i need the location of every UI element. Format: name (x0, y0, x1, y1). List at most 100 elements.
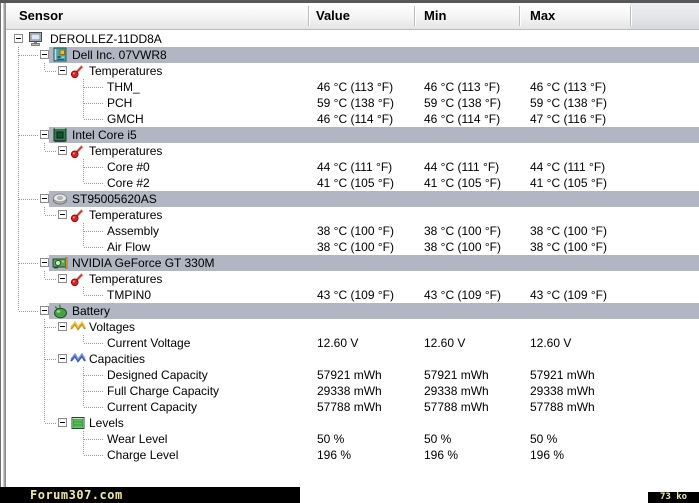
tree-row-label[interactable]: DEROLLEZ-11DD8A (50, 32, 162, 46)
tree-row: THM_ 46 °C (113 °F) 46 °C (113 °F) 46 °C (1… (0, 79, 699, 95)
minus-glyph (60, 326, 65, 327)
minus-glyph (42, 198, 47, 199)
tree-connector-vertical (83, 399, 84, 407)
column-header-max[interactable]: Max (530, 8, 556, 23)
expand-collapse-box[interactable] (58, 66, 67, 75)
expand-collapse-box[interactable] (58, 146, 67, 155)
tree-connector-vertical (18, 47, 19, 63)
value-cell: 50 % (317, 432, 345, 446)
tree-row-label[interactable]: Wear Level (107, 432, 168, 446)
tree-rail (18, 95, 19, 111)
tree-rail (18, 271, 19, 287)
tree-row: Battery (0, 303, 699, 319)
expand-collapse-box[interactable] (58, 274, 67, 283)
tree-row-label[interactable]: NVIDIA GeForce GT 330M (72, 256, 215, 270)
expand-collapse-box[interactable] (58, 354, 67, 363)
tree-row: Levels (0, 415, 699, 431)
value-cell: 38 °C (100 °F) (317, 240, 394, 254)
tree-connector-horizontal (84, 439, 103, 440)
tree-row-label[interactable]: Designed Capacity (107, 368, 208, 382)
row-highlight (49, 303, 699, 319)
tree-row-label[interactable]: Core #0 (107, 160, 150, 174)
tree-row-label[interactable]: ST95005620AS (72, 192, 157, 206)
tree-row: Wear Level 50 % 50 % 50 % (0, 431, 699, 447)
max-cell: 12.60 V (530, 336, 572, 350)
tree-row-label[interactable]: Temperatures (89, 64, 163, 78)
tree-row-label[interactable]: Air Flow (107, 240, 151, 254)
tree-row-label[interactable]: Levels (89, 416, 124, 430)
tree-row: Assembly 38 °C (100 °F) 38 °C (100 °F) 38 °… (0, 223, 699, 239)
expand-collapse-box[interactable] (40, 130, 49, 139)
expand-collapse-box[interactable] (58, 322, 67, 331)
column-separator[interactable] (414, 6, 415, 26)
min-cell: 46 °C (114 °F) (424, 112, 501, 126)
max-cell: 59 °C (138 °F) (530, 96, 607, 110)
value-cell: 59 °C (138 °F) (317, 96, 394, 110)
tree-connector-vertical (18, 303, 19, 311)
tree-connector-horizontal (19, 311, 38, 312)
voltage-yellow-icon (70, 319, 86, 335)
tree-connector-horizontal (84, 119, 103, 120)
tree-row-label[interactable]: THM_ (107, 80, 140, 94)
tree-row-label[interactable]: Temperatures (89, 208, 163, 222)
row-highlight (49, 255, 699, 271)
tree-row-label[interactable]: Battery (72, 304, 111, 318)
tree-row-label[interactable]: Full Charge Capacity (107, 384, 220, 398)
minus-glyph (60, 278, 65, 279)
expand-collapse-box[interactable] (40, 306, 49, 315)
tree-rail (44, 335, 45, 351)
tree-connector-vertical (83, 95, 84, 111)
tree-row-label[interactable]: Core #2 (107, 176, 150, 190)
tree-row-label[interactable]: Dell Inc. 07VWR8 (72, 48, 167, 62)
column-separator[interactable] (630, 6, 631, 26)
tree-rail (18, 79, 19, 95)
tree-connector-vertical (83, 335, 84, 343)
levels-icon (70, 415, 86, 431)
expand-collapse-box[interactable] (40, 50, 49, 59)
tree-connector-horizontal (19, 135, 38, 136)
value-cell: 29338 mWh (317, 384, 382, 398)
max-cell: 57788 mWh (530, 400, 595, 414)
tree-row-label[interactable]: Temperatures (89, 144, 163, 158)
expand-collapse-box[interactable] (58, 210, 67, 219)
column-header-value[interactable]: Value (316, 8, 350, 23)
window-left-border (0, 3, 6, 488)
column-header-sensor[interactable]: Sensor (19, 8, 64, 23)
tree-row: TMPIN0 43 °C (109 °F) 43 °C (109 °F) 43 °C … (0, 287, 699, 303)
battery-icon (52, 303, 68, 319)
tree-row-label[interactable]: Charge Level (107, 448, 179, 462)
minus-glyph (16, 38, 21, 39)
expand-collapse-box[interactable] (40, 194, 49, 203)
column-separator[interactable] (308, 6, 309, 26)
tree-connector-vertical (44, 319, 45, 335)
value-cell: 43 °C (109 °F) (317, 288, 394, 302)
min-cell: 43 °C (109 °F) (424, 288, 501, 302)
tree-connector-horizontal (45, 71, 56, 72)
expand-collapse-box[interactable] (58, 418, 67, 427)
tree-rail (18, 159, 19, 175)
tree-row-label[interactable]: Current Capacity (107, 400, 198, 414)
tree-row-label[interactable]: Assembly (107, 224, 160, 238)
row-highlight (49, 47, 699, 63)
tree-row-label[interactable]: Voltages (89, 320, 136, 334)
tree-row-label[interactable]: Intel Core i5 (72, 128, 137, 142)
tree-row: Temperatures (0, 63, 699, 79)
min-cell: 41 °C (105 °F) (424, 176, 501, 190)
tree-connector-horizontal (84, 295, 103, 296)
column-header-bar: Sensor Value Min Max (6, 3, 699, 30)
expand-collapse-box[interactable] (40, 258, 49, 267)
expand-collapse-box[interactable] (14, 34, 23, 43)
tree-connector-vertical (83, 383, 84, 399)
tree-row-label[interactable]: GMCH (107, 112, 144, 126)
column-header-min[interactable]: Min (424, 8, 447, 23)
min-cell: 196 % (424, 448, 459, 462)
tree-row-label[interactable]: TMPIN0 (107, 288, 152, 302)
tree-row-label[interactable]: Capacities (89, 352, 146, 366)
min-cell: 46 °C (113 °F) (424, 80, 501, 94)
tree-row-label[interactable]: PCH (107, 96, 133, 110)
tree-connector-vertical (83, 287, 84, 295)
tree-row-label[interactable]: Temperatures (89, 272, 163, 286)
tree-row-label[interactable]: Current Voltage (107, 336, 191, 350)
tree-connector-horizontal (84, 391, 103, 392)
column-separator[interactable] (519, 6, 520, 26)
